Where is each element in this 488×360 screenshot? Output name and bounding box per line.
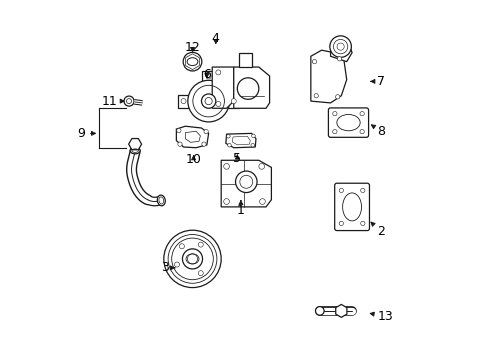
Circle shape [250, 143, 254, 147]
Circle shape [339, 221, 343, 226]
Circle shape [187, 80, 229, 122]
Polygon shape [225, 134, 255, 148]
Ellipse shape [130, 147, 140, 154]
Circle shape [359, 130, 364, 134]
Circle shape [201, 94, 215, 108]
Circle shape [226, 134, 230, 138]
Circle shape [203, 130, 208, 134]
Circle shape [178, 142, 182, 146]
Circle shape [360, 188, 364, 193]
Text: 2: 2 [370, 222, 384, 238]
FancyBboxPatch shape [334, 183, 369, 230]
Circle shape [313, 94, 318, 98]
FancyBboxPatch shape [178, 95, 188, 108]
Polygon shape [176, 126, 208, 148]
Polygon shape [128, 139, 142, 150]
Circle shape [333, 40, 347, 54]
Polygon shape [239, 53, 251, 67]
Circle shape [231, 99, 236, 104]
Circle shape [315, 307, 324, 315]
Circle shape [179, 244, 184, 249]
Text: 1: 1 [237, 201, 244, 217]
FancyBboxPatch shape [202, 71, 215, 81]
Text: 11: 11 [101, 95, 124, 108]
Circle shape [360, 221, 364, 226]
Circle shape [198, 242, 203, 247]
Circle shape [329, 36, 351, 57]
Circle shape [174, 262, 179, 267]
Circle shape [215, 102, 221, 107]
Circle shape [237, 78, 258, 99]
Text: 8: 8 [370, 125, 385, 138]
Polygon shape [310, 50, 346, 103]
Circle shape [223, 199, 229, 204]
Circle shape [163, 230, 221, 288]
Text: 7: 7 [370, 75, 385, 88]
Circle shape [259, 199, 265, 204]
Text: 9: 9 [77, 127, 95, 140]
Circle shape [332, 130, 336, 134]
Circle shape [339, 188, 343, 193]
Text: 3: 3 [161, 261, 175, 274]
Circle shape [206, 74, 211, 79]
Polygon shape [233, 67, 269, 108]
Circle shape [182, 249, 202, 269]
Circle shape [202, 142, 206, 146]
Polygon shape [330, 42, 351, 62]
Circle shape [359, 112, 364, 116]
Text: 6: 6 [203, 68, 210, 81]
FancyBboxPatch shape [328, 108, 368, 137]
Circle shape [124, 96, 134, 106]
Circle shape [168, 234, 217, 283]
Circle shape [171, 238, 213, 280]
Polygon shape [335, 305, 346, 318]
Polygon shape [221, 160, 271, 207]
Circle shape [181, 99, 185, 104]
Circle shape [227, 143, 231, 147]
Text: 5: 5 [233, 152, 241, 165]
Circle shape [235, 171, 257, 193]
Circle shape [336, 43, 344, 50]
Circle shape [312, 59, 316, 64]
Circle shape [223, 163, 229, 169]
Circle shape [332, 112, 336, 116]
Ellipse shape [157, 195, 165, 206]
Circle shape [337, 57, 341, 61]
Circle shape [198, 271, 203, 276]
Circle shape [258, 163, 264, 169]
Text: 12: 12 [184, 41, 200, 54]
Circle shape [251, 134, 255, 138]
Circle shape [176, 129, 181, 133]
Polygon shape [212, 67, 233, 108]
Text: 13: 13 [369, 310, 392, 323]
Circle shape [335, 95, 339, 99]
Circle shape [183, 52, 202, 71]
FancyBboxPatch shape [228, 95, 239, 108]
Text: 4: 4 [211, 32, 219, 45]
Circle shape [215, 70, 221, 75]
Text: 10: 10 [185, 153, 201, 166]
